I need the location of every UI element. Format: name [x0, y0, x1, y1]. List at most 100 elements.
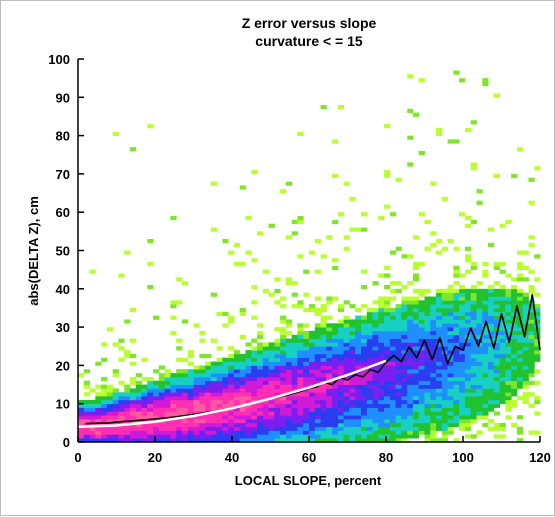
density-cell — [320, 254, 327, 259]
density-cell — [407, 365, 414, 370]
density-cell — [470, 365, 477, 370]
density-cell — [233, 350, 241, 355]
density-cell — [251, 415, 258, 420]
density-cell — [378, 376, 385, 382]
density-cell — [476, 323, 483, 328]
density-cell — [303, 357, 310, 362]
density-cell — [441, 342, 448, 347]
density-cell — [101, 411, 108, 416]
density-cell — [418, 426, 425, 431]
density-cell — [361, 422, 368, 428]
density-cell — [314, 327, 321, 332]
density-cell — [378, 399, 385, 405]
density-cell — [516, 277, 524, 282]
density-cell — [233, 262, 241, 267]
density-cell — [459, 388, 466, 393]
density-cell — [89, 430, 96, 435]
density-cell — [210, 376, 217, 382]
density-cell — [280, 399, 287, 405]
density-cell — [187, 411, 194, 416]
density-cell — [424, 403, 431, 408]
density-cell — [441, 392, 448, 397]
density-cell — [453, 269, 460, 274]
density-cell — [441, 369, 448, 374]
density-cell — [291, 304, 298, 309]
density-cell — [464, 396, 472, 401]
density-cell — [164, 426, 171, 431]
density-cell — [516, 273, 524, 278]
density-cell — [412, 384, 420, 389]
density-cell — [205, 438, 212, 443]
density-cell — [401, 419, 408, 424]
density-cell — [297, 438, 304, 443]
density-cell — [268, 353, 275, 359]
density-cell — [320, 422, 327, 428]
density-cell — [516, 147, 524, 152]
density-cell — [309, 304, 316, 309]
density-cell — [447, 308, 454, 313]
density-cell — [245, 392, 252, 397]
density-cell — [95, 411, 102, 416]
density-cell — [424, 365, 431, 370]
density-cell — [193, 396, 200, 401]
density-cell — [436, 388, 443, 393]
density-cell — [233, 242, 241, 247]
density-cell — [309, 330, 316, 336]
density-cell — [343, 419, 350, 424]
density-cell — [528, 304, 535, 309]
density-cell — [262, 388, 269, 393]
density-cell — [205, 365, 212, 370]
density-cell — [522, 265, 529, 270]
density-cell — [389, 281, 397, 286]
density-cell — [89, 269, 96, 274]
density-cell — [378, 403, 385, 408]
density-cell — [285, 235, 293, 240]
density-cell — [395, 319, 402, 324]
density-cell — [378, 304, 385, 309]
density-cell — [389, 315, 397, 320]
density-cell — [516, 323, 524, 328]
density-cell — [522, 334, 529, 339]
density-cell — [303, 388, 310, 393]
density-cell — [343, 327, 350, 332]
density-cell — [505, 350, 512, 355]
density-cell — [407, 399, 414, 405]
density-cell — [309, 415, 316, 420]
density-cell — [303, 422, 310, 428]
density-cell — [176, 300, 183, 305]
density-cell — [262, 380, 269, 385]
density-cell — [459, 376, 466, 382]
density-cell — [459, 338, 466, 343]
density-cell — [407, 422, 414, 428]
density-cell — [245, 369, 252, 374]
density-cell — [389, 296, 397, 301]
density-cell — [436, 323, 443, 328]
density-cell — [343, 396, 350, 401]
density-cell — [274, 376, 281, 382]
density-cell — [332, 139, 339, 144]
density-cell — [164, 380, 171, 385]
density-cell — [285, 281, 293, 286]
density-cell — [366, 330, 373, 336]
density-cell — [193, 415, 200, 420]
density-cell — [268, 292, 275, 297]
density-cell — [395, 419, 402, 424]
density-cell — [309, 430, 316, 435]
density-cell — [228, 365, 235, 370]
density-cell — [476, 189, 483, 194]
density-cell — [447, 288, 454, 293]
density-cell — [205, 430, 212, 435]
density-cell — [297, 254, 304, 259]
density-cell — [135, 434, 142, 439]
density-cell — [384, 373, 391, 378]
density-cell — [176, 338, 183, 343]
density-cell — [95, 434, 102, 439]
density-cell — [488, 350, 495, 355]
density-cell — [239, 376, 246, 382]
density-cell — [303, 365, 310, 370]
density-cell — [141, 396, 148, 401]
density-cell — [372, 315, 379, 320]
density-cell — [222, 403, 229, 408]
density-cell — [464, 254, 472, 259]
density-cell — [106, 438, 114, 443]
